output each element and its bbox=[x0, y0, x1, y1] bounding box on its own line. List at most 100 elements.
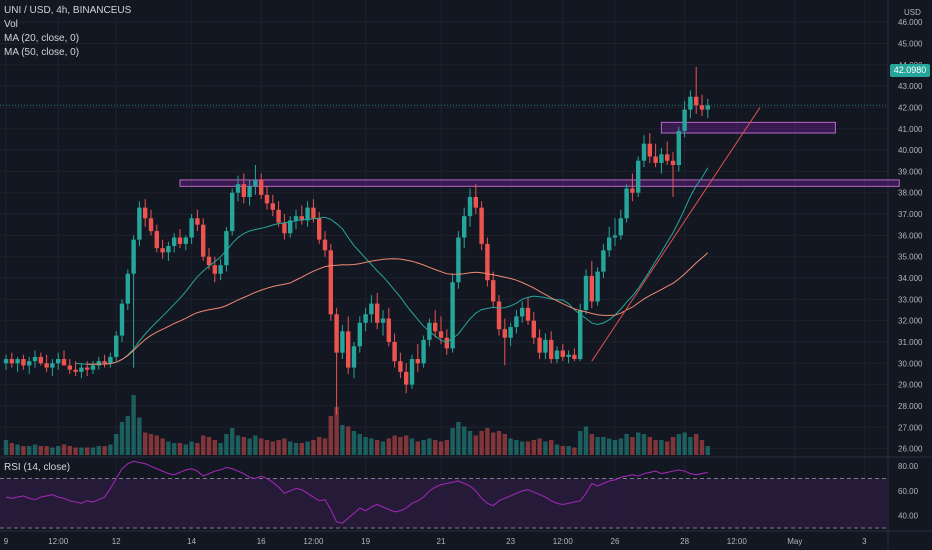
candles bbox=[3, 66, 710, 415]
candle-body bbox=[293, 216, 299, 221]
volume-bar bbox=[270, 441, 275, 455]
volume-bar bbox=[624, 434, 629, 455]
candle-body bbox=[102, 361, 107, 364]
candle-body bbox=[520, 307, 525, 317]
volume-bar bbox=[50, 447, 55, 455]
candle-body bbox=[496, 301, 502, 330]
candle-body bbox=[595, 271, 600, 302]
candle-body bbox=[195, 218, 200, 225]
volume-bar bbox=[554, 444, 560, 455]
candle-body bbox=[189, 218, 194, 238]
candle-body bbox=[15, 359, 20, 364]
candle-body bbox=[334, 314, 339, 353]
candle-body bbox=[96, 361, 101, 366]
x-tick-label: 12:00 bbox=[553, 537, 574, 546]
x-tick-label: 23 bbox=[506, 537, 515, 546]
y-tick-label: 35.000 bbox=[898, 253, 923, 262]
volume-bar bbox=[549, 440, 554, 455]
candle-body bbox=[485, 243, 490, 281]
volume-bar bbox=[409, 438, 415, 455]
volume-bar bbox=[3, 440, 9, 455]
rsi-band bbox=[0, 478, 888, 528]
volume-bar bbox=[125, 416, 130, 455]
volume-bar bbox=[601, 437, 606, 455]
volume-bar bbox=[543, 441, 548, 455]
candle-body bbox=[114, 335, 119, 357]
volume-bar bbox=[21, 446, 26, 455]
candle-body bbox=[578, 310, 583, 360]
candle-body bbox=[177, 237, 183, 244]
candle-body bbox=[32, 356, 38, 362]
candle-body bbox=[421, 339, 426, 364]
candle-body bbox=[543, 339, 548, 353]
candle-body bbox=[618, 218, 623, 236]
x-tick-label: 21 bbox=[437, 537, 446, 546]
horizontal-zones bbox=[179, 121, 900, 187]
x-tick-label: 19 bbox=[361, 537, 370, 546]
volume-bar bbox=[421, 440, 426, 455]
ma50-line bbox=[87, 252, 709, 365]
volume-bar bbox=[485, 428, 490, 455]
candle-body bbox=[212, 265, 217, 274]
volume-bar bbox=[462, 426, 467, 455]
candle-body bbox=[317, 218, 322, 240]
candle-body bbox=[514, 316, 519, 328]
candle-body bbox=[131, 239, 136, 274]
candle-body bbox=[525, 307, 531, 321]
y-tick-label: 33.000 bbox=[898, 295, 923, 304]
candle-body bbox=[537, 337, 542, 353]
volume-bar bbox=[85, 447, 90, 455]
candle-body bbox=[322, 239, 328, 251]
chart-legend: UNI / USD, 4h, BINANCEUS Vol MA (20, clo… bbox=[4, 4, 131, 60]
candle-body bbox=[224, 231, 229, 266]
volume-bar bbox=[636, 432, 641, 455]
trendline bbox=[591, 107, 761, 362]
candle-body bbox=[50, 363, 55, 368]
candle-body bbox=[160, 248, 165, 253]
candle-body bbox=[90, 365, 96, 370]
candle-body bbox=[479, 207, 484, 244]
volume-bar bbox=[607, 438, 612, 455]
candle-body bbox=[612, 235, 618, 238]
candle-body bbox=[264, 194, 270, 204]
y-tick-label: 41.000 bbox=[898, 125, 923, 134]
volume-bar bbox=[15, 444, 20, 455]
volume-bar bbox=[520, 441, 525, 455]
candle-body bbox=[624, 188, 629, 219]
candle-body bbox=[154, 231, 159, 249]
rsi-tick-label: 60.00 bbox=[898, 487, 919, 496]
ma50-label: MA (50, close, 0) bbox=[4, 47, 80, 58]
candle-body bbox=[166, 246, 171, 253]
volume-bar bbox=[61, 444, 67, 455]
volume-bar bbox=[102, 446, 107, 455]
volume-bar bbox=[670, 437, 676, 455]
ma20-line bbox=[75, 167, 709, 365]
volume-bar bbox=[299, 443, 304, 455]
volume-bar bbox=[264, 440, 270, 455]
candle-body bbox=[670, 160, 676, 165]
candle-body bbox=[502, 329, 507, 338]
candle-body bbox=[438, 331, 444, 338]
candle-body bbox=[44, 363, 49, 368]
volume-bar bbox=[259, 438, 264, 455]
volume-bar bbox=[322, 438, 328, 455]
volume-bar bbox=[218, 443, 223, 455]
y-tick-label: 34.000 bbox=[898, 274, 923, 283]
uptrend-line bbox=[591, 107, 761, 362]
volume-bar bbox=[578, 431, 583, 455]
candle-body bbox=[172, 237, 177, 247]
candle-body bbox=[270, 203, 275, 210]
candle-body bbox=[450, 282, 455, 349]
candle-body bbox=[380, 318, 386, 323]
candle-body bbox=[572, 354, 577, 360]
vol-label: Vol bbox=[4, 19, 18, 30]
volume-bar bbox=[589, 434, 594, 455]
volume-bar bbox=[641, 434, 647, 455]
volume-bar bbox=[491, 432, 496, 455]
candle-body bbox=[682, 109, 687, 131]
volume-bar bbox=[288, 441, 293, 455]
candle-body bbox=[241, 184, 246, 197]
volume-bar bbox=[433, 440, 438, 455]
volume-bar bbox=[317, 437, 322, 455]
